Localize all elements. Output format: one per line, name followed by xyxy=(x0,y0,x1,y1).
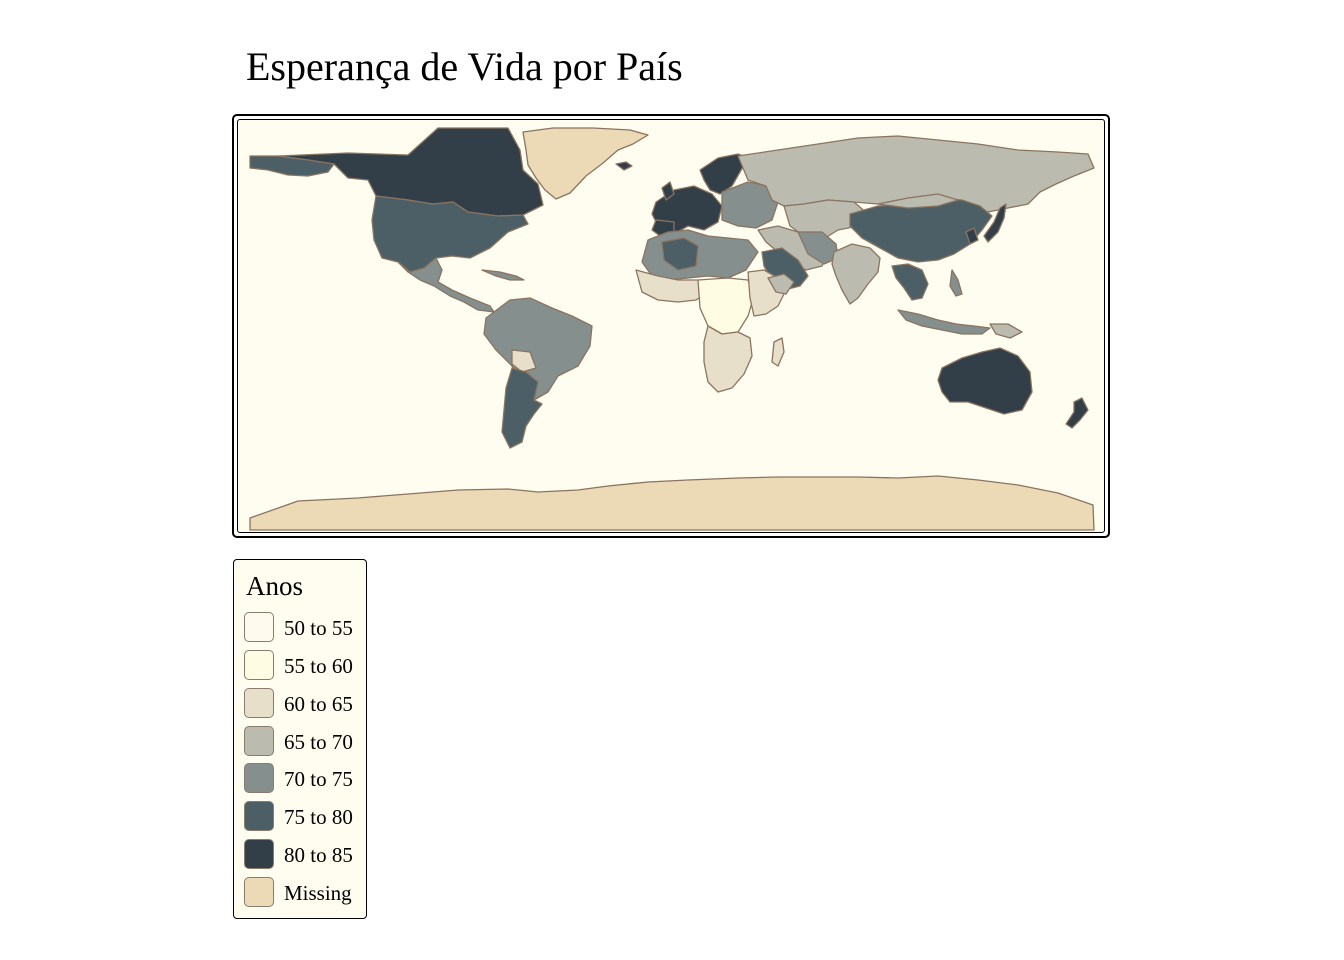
legend-swatch xyxy=(244,877,274,907)
map-frame xyxy=(232,114,1110,538)
region-japan[interactable] xyxy=(983,203,1007,243)
region-horn-africa[interactable] xyxy=(767,273,795,295)
map-panel[interactable] xyxy=(237,119,1105,533)
map-title: Esperança de Vida por País xyxy=(246,44,683,89)
legend-swatch xyxy=(244,763,274,793)
region-scandinavia[interactable] xyxy=(699,153,749,195)
region-bolivia[interactable] xyxy=(511,349,537,373)
legend-item: 55 to 60 xyxy=(244,650,362,682)
legend-label: Missing xyxy=(284,881,352,905)
region-new-zealand[interactable] xyxy=(1065,397,1089,429)
legend-item: Missing xyxy=(244,877,362,909)
region-uk[interactable] xyxy=(661,181,675,201)
region-usa[interactable] xyxy=(371,195,529,273)
legend-swatch xyxy=(244,612,274,642)
legend-label: 80 to 85 xyxy=(284,843,353,867)
legend-item: 65 to 70 xyxy=(244,726,362,758)
region-madagascar[interactable] xyxy=(771,337,785,367)
region-korea[interactable] xyxy=(965,227,979,245)
region-indonesia[interactable] xyxy=(897,309,991,335)
region-mexico[interactable] xyxy=(397,257,495,313)
legend-swatch xyxy=(244,688,274,718)
region-brazil[interactable] xyxy=(483,297,593,401)
region-philippines[interactable] xyxy=(949,269,963,297)
legend-label: 75 to 80 xyxy=(284,805,353,829)
legend-item: 50 to 55 xyxy=(244,612,362,644)
region-eastern-europe[interactable] xyxy=(721,181,779,229)
region-middle-east[interactable] xyxy=(757,225,829,271)
legend-swatch xyxy=(244,726,274,756)
region-india[interactable] xyxy=(831,243,881,305)
region-iceland[interactable] xyxy=(615,161,633,171)
region-caribbean[interactable] xyxy=(481,269,525,281)
legend-item: 70 to 75 xyxy=(244,763,362,795)
region-central-africa[interactable] xyxy=(697,277,755,335)
legend-label: 70 to 75 xyxy=(284,767,353,791)
legend-label: 50 to 55 xyxy=(284,616,353,640)
region-se-asia[interactable] xyxy=(891,263,929,301)
legend-label: 60 to 65 xyxy=(284,692,353,716)
region-southern-africa[interactable] xyxy=(703,325,753,393)
legend-title: Anos xyxy=(246,571,304,601)
legend-label: 65 to 70 xyxy=(284,730,353,754)
region-north-africa[interactable] xyxy=(641,229,759,281)
region-alaska[interactable] xyxy=(249,155,335,177)
region-argentina[interactable] xyxy=(501,367,543,449)
region-new-guinea[interactable] xyxy=(989,323,1023,339)
legend-swatch xyxy=(244,650,274,680)
region-australia[interactable] xyxy=(937,347,1033,415)
region-mongolia[interactable] xyxy=(877,193,959,209)
legend-item: 75 to 80 xyxy=(244,801,362,833)
legend-swatch xyxy=(244,839,274,869)
map-legend: Anos 50 to 55 55 to 60 60 to 65 65 to 70… xyxy=(233,559,367,919)
legend-item: 80 to 85 xyxy=(244,839,362,871)
legend-item: 60 to 65 xyxy=(244,688,362,720)
world-map[interactable] xyxy=(238,120,1105,533)
region-algeria[interactable] xyxy=(661,237,699,271)
region-antarctica[interactable] xyxy=(249,475,1095,531)
legend-label: 55 to 60 xyxy=(284,654,353,678)
legend-swatch xyxy=(244,801,274,831)
region-greenland[interactable] xyxy=(522,127,649,200)
